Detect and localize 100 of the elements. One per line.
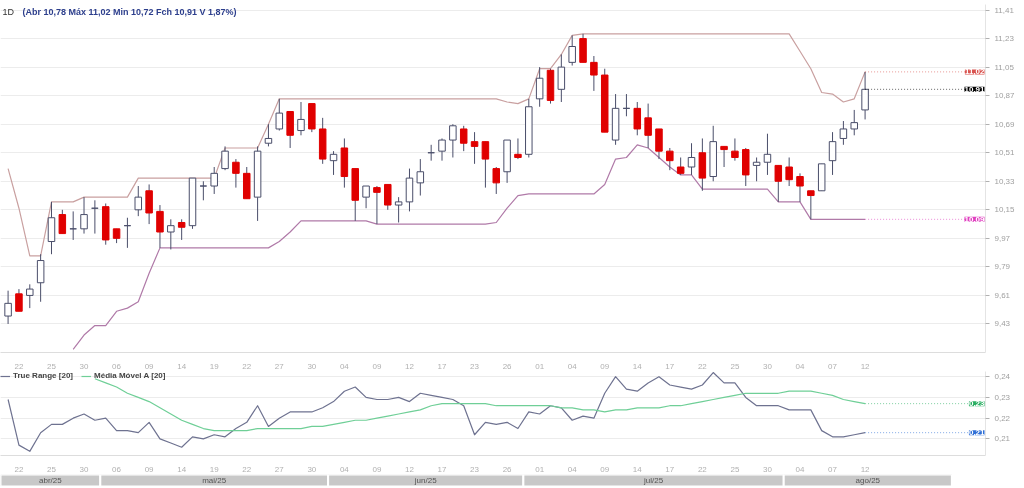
x-tick-label: 01	[535, 361, 545, 371]
x-tick-label: 17	[665, 361, 675, 371]
candlestick	[752, 156, 761, 182]
x-tick-label: 25	[730, 464, 740, 474]
candlestick	[644, 103, 652, 149]
x-tick-label: 09	[372, 464, 382, 474]
y-tick-label: 9,97	[994, 233, 1011, 243]
x-tick-label: 04	[795, 361, 805, 371]
y-tick-label: 11,41	[994, 5, 1015, 15]
x-tick-label: 12	[405, 464, 415, 474]
text: abr/25	[39, 476, 63, 485]
ref-line-label: 10,09	[964, 214, 986, 224]
line-series	[7, 371, 866, 452]
ref-line-label: 0,21	[968, 428, 986, 438]
y-tick-label: 0,24	[994, 372, 1011, 382]
candlestick	[177, 218, 186, 241]
candlestick	[655, 128, 663, 160]
y-tick-label: 0,21	[994, 434, 1011, 444]
candlestick	[26, 283, 34, 309]
y-tick-label: 10,15	[994, 205, 1016, 215]
x-tick-label: 09	[372, 361, 382, 371]
candlestick	[275, 98, 284, 132]
y-tick-label: 9,61	[994, 290, 1011, 300]
x-tick-label: 30	[307, 464, 317, 474]
x-tick-label: 12	[405, 361, 415, 371]
x-tick-label: 25	[47, 361, 57, 371]
x-tick-label: 30	[79, 464, 90, 474]
x-tick-label: 23	[470, 464, 480, 474]
y-tick-label: 11,23	[994, 34, 1015, 44]
candlestick	[861, 71, 869, 120]
x-tick-label: 17	[437, 361, 448, 371]
candlestick	[633, 101, 642, 136]
candlestick	[449, 123, 457, 158]
candlestick	[557, 53, 566, 103]
candlestick	[156, 204, 164, 249]
x-tick-label: 04	[339, 361, 350, 371]
line-series	[94, 378, 866, 432]
candlestick	[492, 166, 501, 195]
candlestick	[459, 125, 468, 152]
candlestick	[535, 66, 544, 108]
candlestick	[145, 183, 153, 225]
x-tick-label: 14	[632, 361, 643, 371]
y-tick-label: 0,22	[994, 413, 1011, 423]
line-series	[72, 144, 866, 350]
candlestick	[80, 196, 88, 235]
y-tick-label: 9,79	[994, 262, 1011, 272]
x-tick-label: 09	[600, 361, 610, 371]
x-tick-label: 01	[535, 464, 545, 474]
candlestick	[438, 137, 446, 162]
candlestick	[232, 158, 240, 189]
candlestick	[47, 201, 56, 255]
y-tick-label: 10,87	[994, 91, 1016, 101]
x-tick-label: 22	[697, 361, 708, 371]
x-tick-label: 07	[828, 464, 838, 474]
candlestick	[568, 34, 576, 67]
y-tick-label: 11,05	[994, 62, 1015, 72]
x-tick-label: 12	[860, 464, 871, 474]
text: mai/25	[202, 476, 227, 485]
line-series	[7, 33, 866, 257]
x-tick-label: 06	[112, 464, 122, 474]
x-tick-label: 26	[502, 464, 513, 474]
candlestick	[134, 185, 143, 217]
x-tick-label: 22	[242, 464, 252, 474]
x-tick-label: 22	[14, 361, 24, 371]
text: jun/25	[413, 476, 438, 485]
candlestick	[590, 55, 598, 92]
y-tick-label: 0,23	[994, 392, 1011, 402]
x-tick-label: 25	[730, 361, 740, 371]
x-tick-label: 30	[307, 361, 317, 371]
x-tick-label: 19	[209, 361, 220, 371]
x-tick-label: 17	[437, 464, 448, 474]
ref-line-label: 11,02	[964, 67, 986, 77]
x-tick-label: 23	[470, 361, 480, 371]
x-tick-label: 22	[242, 361, 252, 371]
candlestick	[579, 33, 587, 63]
candlestick	[373, 185, 381, 225]
x-tick-label: 09	[144, 361, 155, 371]
candlestick	[720, 145, 728, 168]
candlestick	[167, 218, 175, 250]
candlestick	[828, 131, 837, 176]
candlestick	[264, 123, 273, 147]
x-tick-label: 14	[177, 361, 187, 371]
x-tick-label: 04	[339, 464, 350, 474]
candlestick	[15, 288, 23, 312]
x-tick-label: 22	[14, 464, 24, 474]
candlestick	[666, 147, 674, 171]
chart-subtitle: (Abr 10,78 Máx 11,02 Min 10,72 Fch 10,91 V 1,87%)	[22, 6, 237, 17]
candlestick	[405, 168, 414, 212]
candlestick	[785, 156, 793, 187]
candlestick	[4, 290, 12, 325]
candlestick	[36, 253, 45, 303]
x-tick-label: 04	[567, 361, 578, 371]
candlestick	[297, 101, 305, 136]
candlestick	[286, 111, 294, 149]
x-tick-label: 30	[763, 464, 773, 474]
candlestick	[362, 185, 370, 209]
candlestick	[58, 209, 67, 235]
candlestick	[481, 141, 490, 189]
candlestick	[687, 142, 696, 176]
x-tick-label: 14	[177, 464, 187, 474]
